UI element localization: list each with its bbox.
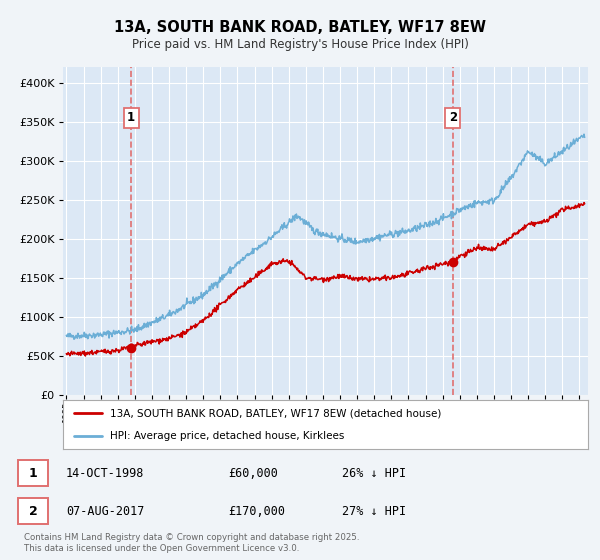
Text: 14-OCT-1998: 14-OCT-1998 xyxy=(66,466,145,480)
FancyBboxPatch shape xyxy=(18,460,48,487)
Text: 07-AUG-2017: 07-AUG-2017 xyxy=(66,505,145,517)
Text: 27% ↓ HPI: 27% ↓ HPI xyxy=(342,505,406,517)
Text: 26% ↓ HPI: 26% ↓ HPI xyxy=(342,466,406,480)
Text: £170,000: £170,000 xyxy=(228,505,285,517)
Text: HPI: Average price, detached house, Kirklees: HPI: Average price, detached house, Kirk… xyxy=(110,431,344,441)
Text: 1: 1 xyxy=(127,111,135,124)
Text: 13A, SOUTH BANK ROAD, BATLEY, WF17 8EW (detached house): 13A, SOUTH BANK ROAD, BATLEY, WF17 8EW (… xyxy=(110,408,442,418)
Text: 2: 2 xyxy=(449,111,457,124)
Text: 13A, SOUTH BANK ROAD, BATLEY, WF17 8EW: 13A, SOUTH BANK ROAD, BATLEY, WF17 8EW xyxy=(114,20,486,35)
Text: 1: 1 xyxy=(29,466,37,480)
Text: £60,000: £60,000 xyxy=(228,466,278,480)
Text: Price paid vs. HM Land Registry's House Price Index (HPI): Price paid vs. HM Land Registry's House … xyxy=(131,38,469,51)
FancyBboxPatch shape xyxy=(18,498,48,524)
Text: 2: 2 xyxy=(29,505,37,517)
Text: Contains HM Land Registry data © Crown copyright and database right 2025.
This d: Contains HM Land Registry data © Crown c… xyxy=(24,533,359,553)
